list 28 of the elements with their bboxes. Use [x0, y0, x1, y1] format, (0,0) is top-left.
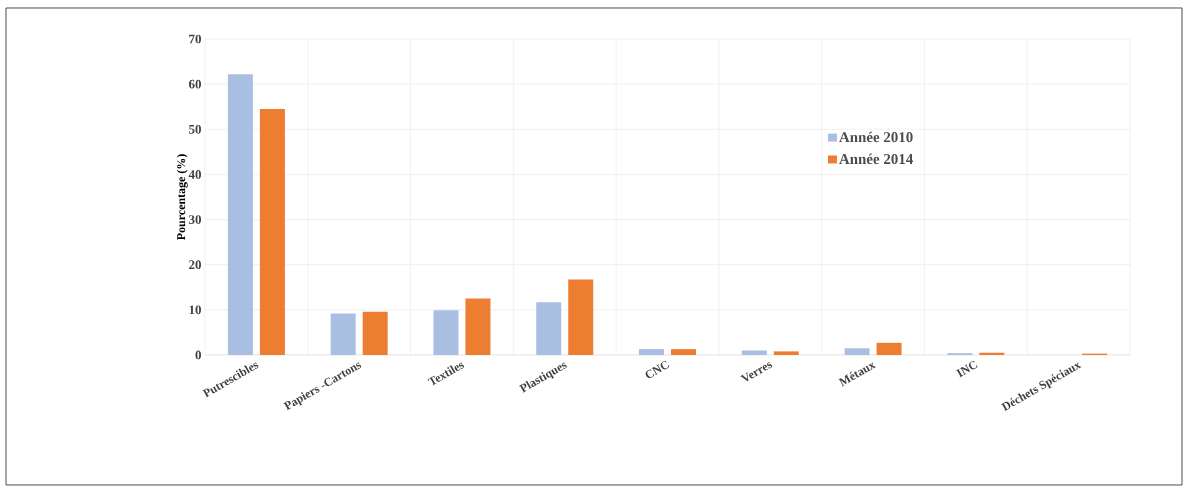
bar	[741, 350, 767, 355]
y-tick-label: 50	[189, 124, 201, 134]
bar	[639, 349, 665, 355]
bar	[362, 311, 388, 355]
y-tick-label: 20	[189, 260, 201, 270]
y-axis-title: Pourcentage (%)	[176, 154, 188, 240]
x-tick-label: INC	[955, 360, 978, 378]
x-tick-label: Verres	[740, 362, 773, 382]
bar	[536, 302, 562, 355]
bar	[227, 74, 253, 355]
x-tick-label: CNC	[645, 360, 670, 379]
bar	[844, 348, 870, 355]
y-tick-label: 70	[189, 34, 201, 44]
y-tick-label: 40	[188, 170, 201, 179]
y-tick-label: 30	[189, 215, 201, 224]
legend-label: Année 2014	[839, 153, 913, 165]
bar	[876, 342, 902, 355]
bar	[330, 313, 356, 355]
bar	[568, 279, 594, 355]
bar	[259, 108, 285, 355]
bar	[773, 351, 799, 355]
y-tick-label: 10	[189, 305, 201, 315]
bar	[671, 349, 697, 355]
y-tick-label: 60	[188, 79, 201, 89]
y-tick-label: 0	[195, 350, 201, 360]
bar	[433, 310, 459, 355]
legend-label: Année 2010	[839, 131, 913, 143]
bar	[465, 298, 491, 355]
